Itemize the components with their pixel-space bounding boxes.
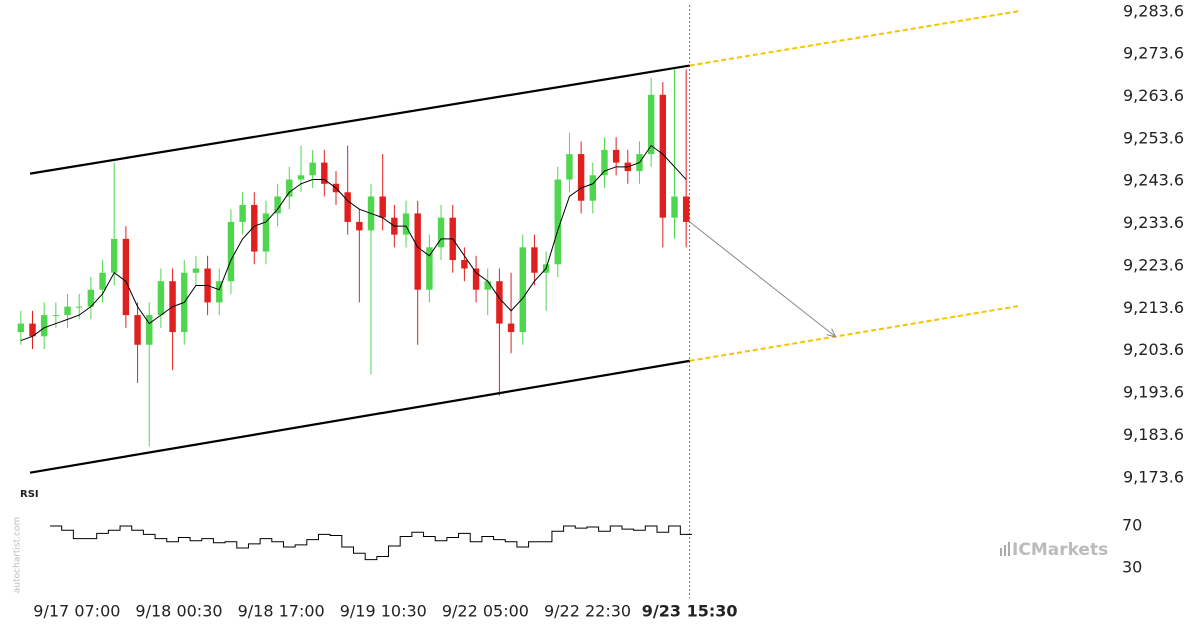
x-tick-label: 9/19 10:30	[340, 602, 427, 621]
candle-body	[554, 179, 561, 265]
candle-body	[519, 247, 526, 333]
candle-body	[87, 289, 95, 307]
candle-body	[344, 192, 351, 222]
candle-body	[274, 196, 281, 214]
candle-body	[461, 260, 468, 269]
brand-logo: ICMarkets	[1000, 540, 1108, 560]
candle-body	[297, 175, 305, 180]
candle-body	[659, 94, 667, 218]
forecast-arrow	[689, 221, 836, 338]
candle-body	[402, 213, 410, 235]
y-tick-label: 9,233.6	[1123, 213, 1184, 232]
rsi-line	[50, 525, 693, 561]
candle-body	[309, 162, 316, 176]
y-tick-label: 9,183.6	[1123, 425, 1184, 444]
candle-body	[99, 272, 106, 290]
candle-body	[437, 217, 445, 248]
y-tick-label: 9,173.6	[1123, 467, 1184, 486]
candle-body	[227, 221, 235, 282]
candle-body	[321, 162, 328, 184]
rsi-label: RSI	[20, 489, 39, 500]
candle-body	[75, 306, 83, 308]
projection-line	[689, 9, 1021, 67]
candle-body	[682, 196, 690, 222]
y-tick-label: 9,243.6	[1123, 171, 1184, 190]
candle-body	[531, 247, 538, 273]
x-tick-label: 9/23 15:30	[642, 602, 738, 621]
candle-body	[577, 154, 585, 201]
candle-body	[216, 281, 223, 303]
channel-line	[29, 64, 690, 175]
candle-body	[146, 315, 153, 345]
candle-body	[134, 315, 141, 345]
moving-average	[20, 144, 687, 342]
arrow-head	[826, 328, 837, 338]
candle-body	[566, 154, 573, 180]
candle-body	[507, 323, 515, 333]
x-tick-label: 9/22 05:00	[442, 602, 529, 621]
logo-bar	[1000, 548, 1002, 556]
rsi-tick-label: 30	[1122, 558, 1142, 577]
candle-body	[472, 268, 480, 290]
candle-body	[122, 238, 130, 316]
candle-body	[671, 196, 678, 218]
candle-body	[52, 315, 60, 317]
candle-body	[356, 221, 363, 231]
logo-bar	[1008, 542, 1010, 556]
y-tick-label: 9,283.6	[1123, 1, 1184, 20]
candle-body	[251, 204, 258, 252]
x-tick-label: 9/18 00:30	[135, 602, 222, 621]
candle-body	[414, 213, 421, 290]
y-tick-label: 9,223.6	[1123, 255, 1184, 274]
y-tick-label: 9,253.6	[1123, 128, 1184, 147]
channel-line	[29, 359, 690, 474]
candle-body	[64, 306, 71, 316]
candle-body	[647, 94, 655, 155]
candle-body	[262, 213, 270, 252]
candle-body	[589, 175, 596, 201]
candle-body	[239, 204, 246, 222]
y-tick-label: 9,193.6	[1123, 383, 1184, 402]
x-tick-label: 9/22 22:30	[544, 602, 631, 621]
y-tick-label: 9,263.6	[1123, 86, 1184, 105]
candle-body	[192, 268, 200, 273]
y-tick-label: 9,273.6	[1123, 44, 1184, 63]
logo-bar	[1004, 545, 1006, 556]
brand-text: ICMarkets	[1012, 540, 1108, 560]
candle-body	[40, 315, 48, 337]
candle-body	[612, 149, 620, 163]
candle-body	[17, 323, 25, 333]
candle-body	[484, 281, 491, 290]
candle-body	[29, 323, 36, 337]
brand-prefix: IC	[1012, 540, 1031, 560]
candle-body	[157, 281, 165, 316]
rsi-tick-label: 70	[1122, 516, 1142, 535]
brand-name: Markets	[1031, 540, 1108, 560]
x-tick-label: 9/17 07:00	[33, 602, 120, 621]
x-tick-label: 9/18 17:00	[238, 602, 325, 621]
candle-body	[496, 281, 503, 324]
candle-body	[601, 149, 608, 176]
projection-line	[689, 304, 1021, 362]
y-tick-label: 9,213.6	[1123, 298, 1184, 317]
y-tick-label: 9,203.6	[1123, 340, 1184, 359]
watermark: autochartist.com	[13, 517, 23, 593]
candle-body	[379, 196, 386, 218]
candle-body	[286, 179, 293, 197]
candle-body	[426, 247, 433, 290]
candle-body	[111, 238, 118, 273]
